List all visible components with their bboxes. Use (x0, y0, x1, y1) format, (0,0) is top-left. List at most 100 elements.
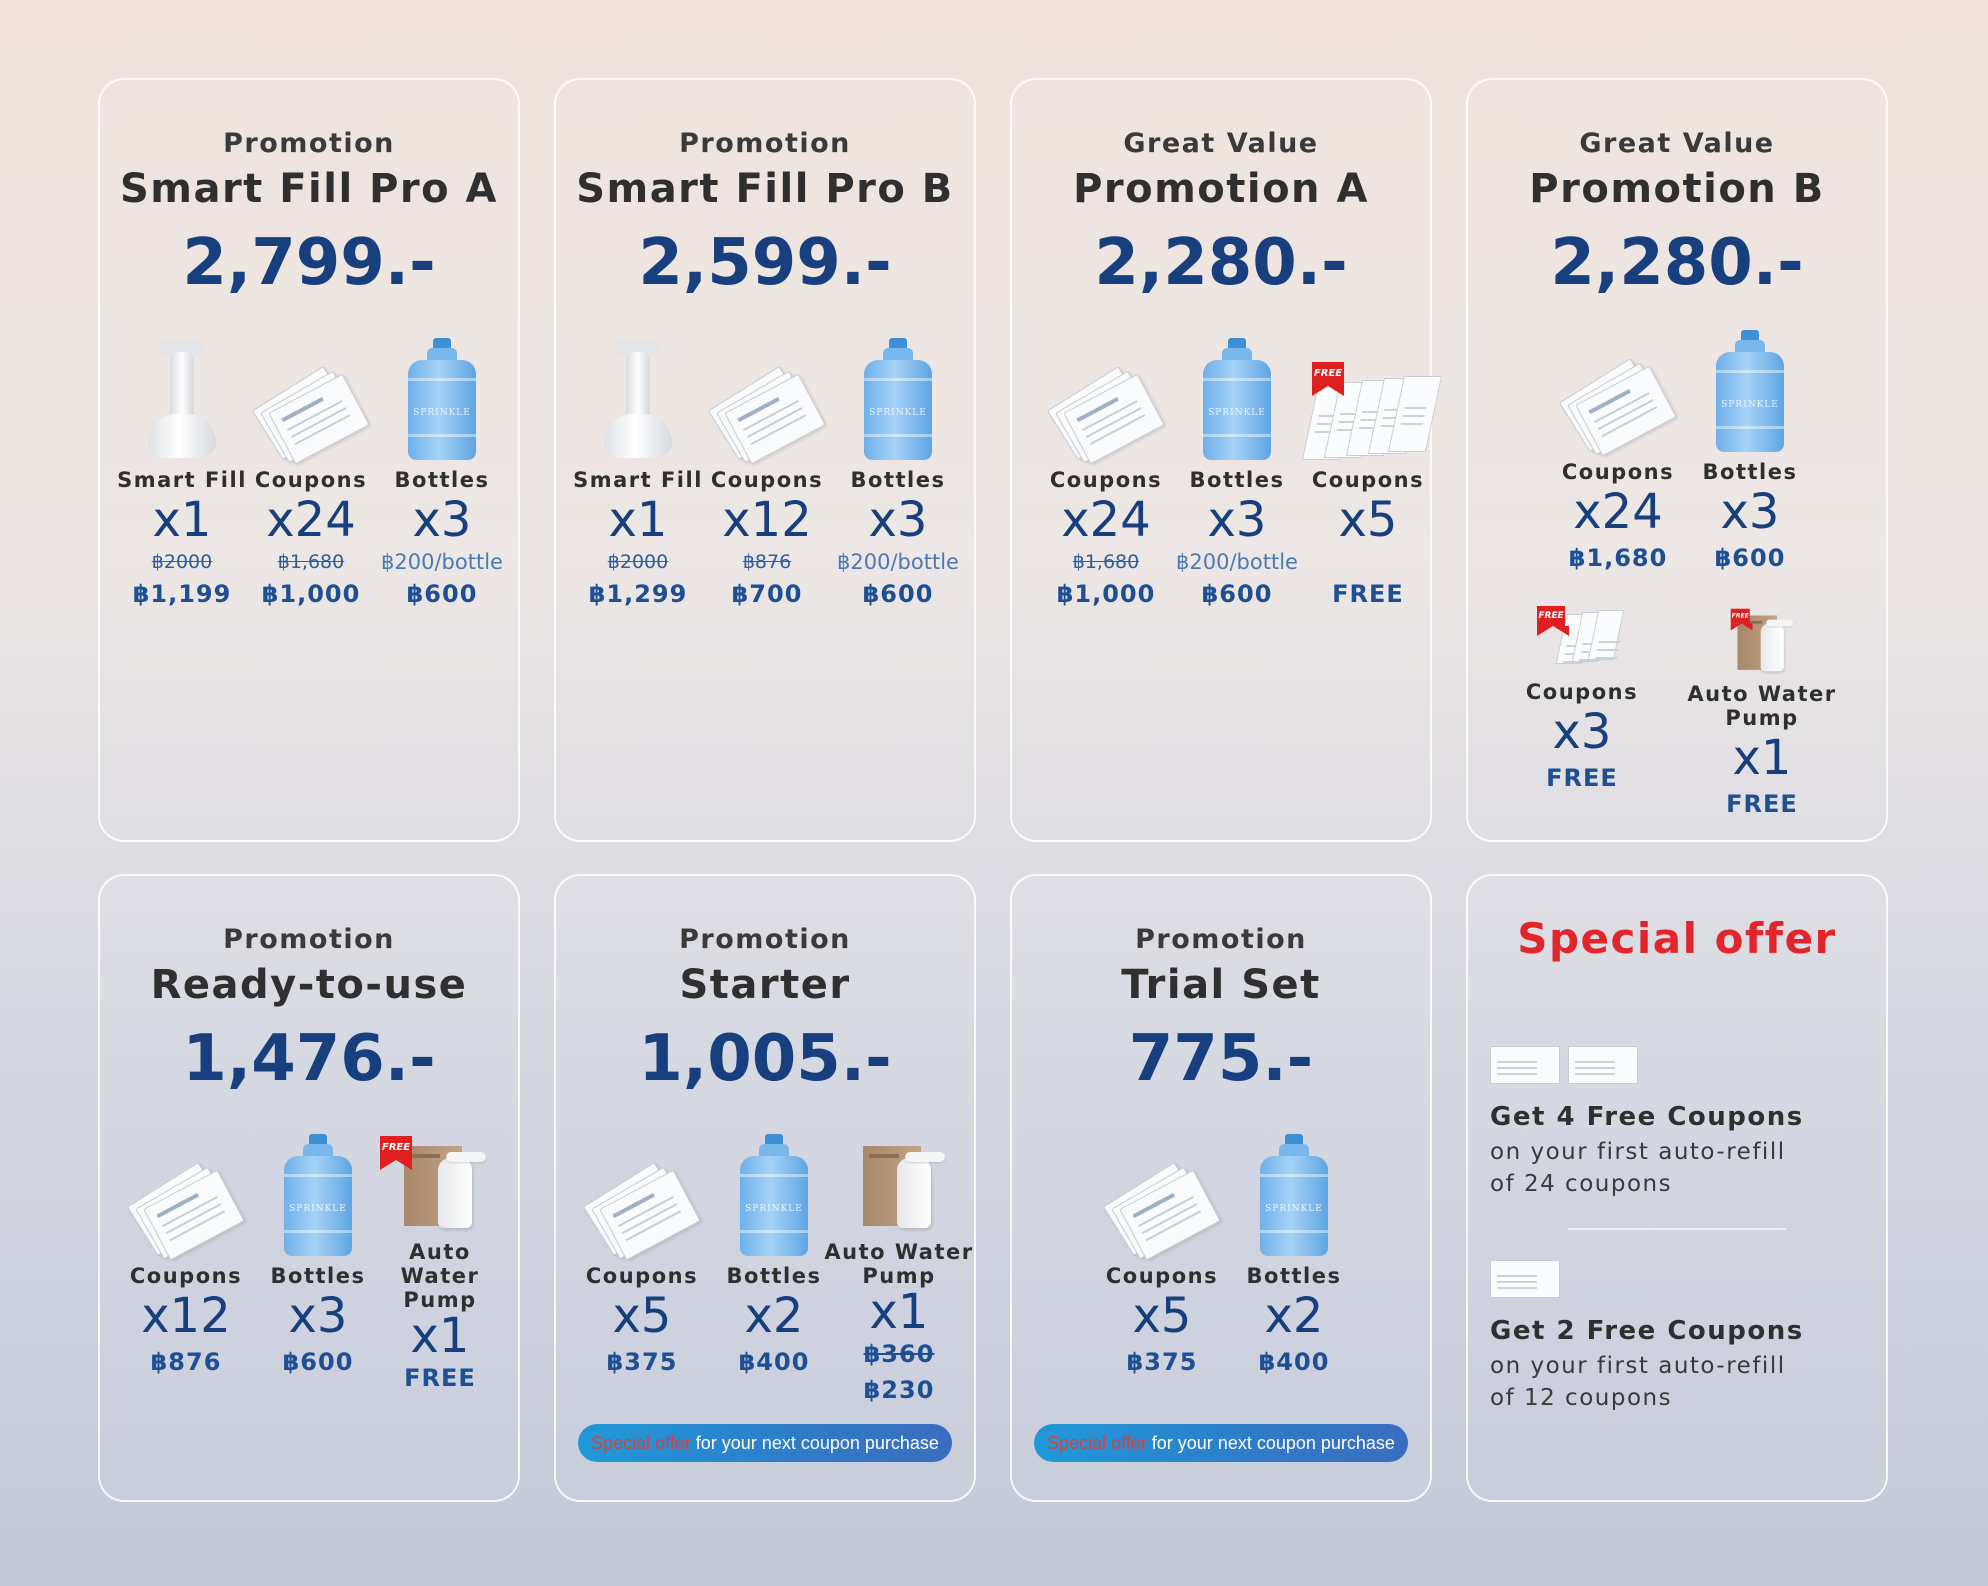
item-qty: x24 (1061, 492, 1151, 548)
item-price: ฿375 (606, 1348, 678, 1376)
item-label: Coupons (1525, 680, 1639, 704)
item-qty: x24 (266, 492, 356, 548)
item-label: Smart Fill (117, 468, 247, 492)
free-badge-icon: FREE (380, 1136, 412, 1170)
item-smart-fill: Smart Fill x1 ฿2000 ฿1,299 (568, 330, 708, 612)
offer-detail: on your first auto-refill (1490, 1139, 1786, 1165)
pill-highlight: Special offer (591, 1433, 691, 1453)
item-old-price: ฿876 (742, 551, 792, 573)
item-qty: x12 (141, 1288, 231, 1344)
item-label: Auto Water Pump (400, 1240, 480, 1312)
item-coupons: Coupons x5 ฿375 (1092, 1126, 1232, 1380)
item-label: Auto Water Pump (1687, 682, 1837, 730)
item-price: FREE (404, 1364, 476, 1392)
card-title: Smart Fill Pro A (119, 166, 499, 212)
item-free-coupons: FREE Coupons x5 FREE (1298, 330, 1443, 612)
item-coupons: Coupons x24 ฿1,680 ฿1,000 (241, 330, 381, 612)
item-auto-water-pump: FREE Auto Water Pump x1 FREE (1654, 608, 1870, 822)
item-coupons: Coupons x5 ฿375 (572, 1126, 712, 1380)
item-label: Coupons (1561, 460, 1675, 484)
card-eyebrow: Promotion (223, 924, 395, 955)
item-qty: x1 (1732, 730, 1792, 786)
card-eyebrow: Promotion (1135, 924, 1307, 955)
promo-card-smart-fill-pro-a[interactable]: Promotion Smart Fill Pro A 2,799.- Smart… (98, 78, 520, 842)
item-label: Bottles (1246, 1264, 1342, 1288)
card-price: 2,280.- (1094, 226, 1348, 300)
coupons-icon (126, 1156, 246, 1261)
promo-card-ready-to-use[interactable]: Promotion Ready-to-use 1,476.- Coupons x… (98, 874, 520, 1502)
item-price: ฿600 (1714, 544, 1786, 572)
pill-text: for your next coupon purchase (690, 1433, 939, 1453)
card-price: 775.- (1128, 1022, 1314, 1096)
promo-card-promotion-a[interactable]: Great Value Promotion A 2,280.- Coupons … (1010, 78, 1443, 842)
card-eyebrow: Great Value (1579, 128, 1775, 159)
item-label: Bottles (1702, 460, 1798, 484)
special-offer-pill[interactable]: Special offer for your next coupon purch… (578, 1424, 952, 1462)
item-bottles: SPRINKLE Bottles x3 ฿200/bottle ฿600 (372, 330, 512, 612)
item-qty: x1 (152, 492, 212, 548)
item-qty: x2 (744, 1288, 804, 1344)
item-old-price: ฿2000 (151, 551, 213, 573)
item-label: Coupons (1105, 1264, 1219, 1288)
promo-card-starter[interactable]: Promotion Starter 1,005.- Coupons x5 ฿37… (554, 874, 976, 1502)
item-unit-price: ฿200/bottle (837, 550, 959, 574)
item-old-price: ฿1,680 (277, 551, 345, 573)
item-qty: x3 (868, 492, 928, 548)
item-label: Bottles (850, 468, 946, 492)
item-coupons: Coupons x24 ฿1,680 ฿1,000 (1036, 330, 1176, 612)
item-auto-water-pump: FREE Auto Water Pump x1 FREE (370, 1126, 510, 1396)
item-auto-water-pump: Auto Water Pump x1 ฿360 ฿230 (824, 1126, 974, 1408)
item-old-price: ฿1,680 (1072, 551, 1140, 573)
item-label: Auto Water Pump (824, 1240, 974, 1288)
coupons-icon (1046, 360, 1166, 465)
item-coupons: Coupons x12 ฿876 ฿700 (697, 330, 837, 612)
promo-card-smart-fill-pro-b[interactable]: Promotion Smart Fill Pro B 2,599.- Smart… (554, 78, 976, 842)
card-title: Starter (679, 962, 851, 1008)
card-price: 2,799.- (182, 226, 436, 300)
offer-detail: on your first auto-refill (1490, 1353, 1786, 1379)
item-bottles: SPRINKLE Bottles x3 ฿200/bottle ฿600 (828, 330, 968, 612)
special-offer-pill[interactable]: Special offer for your next coupon purch… (1034, 1424, 1408, 1462)
item-price: FREE (1726, 790, 1798, 818)
free-coupons-icon: FREE (1298, 360, 1443, 460)
item-bottles: SPRINKLE Bottles x3 ฿600 (248, 1126, 388, 1380)
item-label: Bottles (394, 468, 490, 492)
item-qty: x1 (869, 1284, 929, 1340)
item-qty: x2 (1264, 1288, 1324, 1344)
promo-card-promotion-b[interactable]: Great Value Promotion B 2,280.- Coupons … (1466, 78, 1888, 842)
water-bottle-icon: SPRINKLE (1716, 330, 1784, 452)
water-bottle-icon: SPRINKLE (740, 1134, 808, 1256)
item-price: ฿230 (863, 1376, 935, 1404)
item-qty: x24 (1573, 484, 1663, 540)
special-offer-title: Special offer (1517, 914, 1837, 963)
item-price: ฿600 (282, 1348, 354, 1376)
item-unit-price: ฿200/bottle (381, 550, 503, 574)
card-title: Promotion B (1529, 166, 1825, 212)
special-offer-card[interactable]: Special offer Get 4 Free Coupons on your… (1466, 874, 1888, 1502)
item-label: Coupons (710, 468, 824, 492)
coupons-icon (1102, 1156, 1222, 1261)
item-label: Bottles (270, 1264, 366, 1288)
item-price: ฿600 (1201, 580, 1273, 608)
pill-text: for your next coupon purchase (1146, 1433, 1395, 1453)
card-price: 2,599.- (638, 226, 892, 300)
offer-detail: of 24 coupons (1490, 1171, 1673, 1197)
item-qty: x3 (1720, 484, 1780, 540)
item-smart-fill: Smart Fill x1 ฿2000 ฿1,199 (112, 330, 252, 612)
offer-headline: Get 4 Free Coupons (1490, 1102, 1804, 1132)
promo-card-trial-set[interactable]: Promotion Trial Set 775.- Coupons x5 ฿37… (1010, 874, 1432, 1502)
auto-water-pump-icon (849, 1136, 949, 1232)
card-title: Ready-to-use (150, 962, 468, 1008)
item-price: ฿400 (738, 1348, 810, 1376)
card-eyebrow: Great Value (1123, 128, 1319, 159)
offer-item: Get 2 Free Coupons on your first auto-re… (1490, 1260, 1864, 1414)
free-badge-icon: FREE (1312, 362, 1344, 396)
free-coupons-icon: FREE (1537, 606, 1627, 672)
item-bottles: SPRINKLE Bottles x3 ฿200/bottle ฿600 (1167, 330, 1307, 612)
item-price: ฿600 (862, 580, 934, 608)
item-free-coupons: FREE Coupons x3 FREE (1512, 606, 1652, 796)
item-qty: x3 (412, 492, 472, 548)
card-eyebrow: Promotion (223, 128, 395, 159)
item-bottles: SPRINKLE Bottles x2 ฿400 (704, 1126, 844, 1380)
coupons-icon (1490, 1260, 1864, 1302)
